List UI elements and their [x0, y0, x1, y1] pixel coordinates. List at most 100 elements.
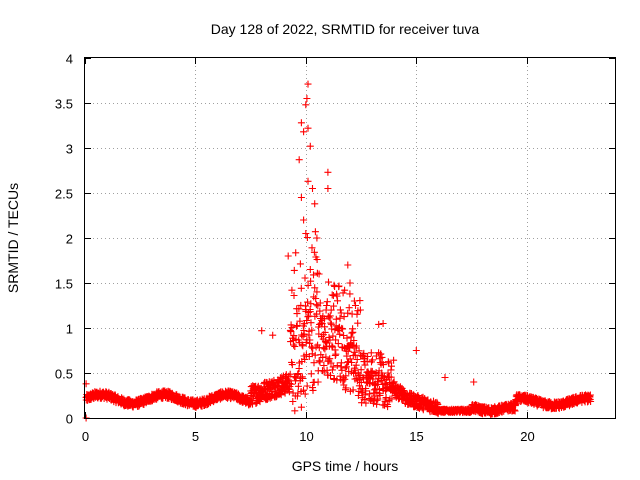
data-point	[288, 324, 296, 332]
data-point	[355, 371, 363, 379]
data-point	[312, 295, 320, 302]
data-point	[348, 341, 356, 349]
data-point	[289, 398, 297, 405]
data-point	[294, 389, 302, 397]
data-point	[362, 399, 370, 407]
x-tick-label: 5	[192, 429, 199, 444]
data-point	[307, 277, 315, 285]
data-point	[320, 368, 328, 376]
data-point	[353, 310, 361, 318]
data-point	[322, 353, 330, 361]
data-point	[371, 392, 379, 400]
data-point	[390, 378, 398, 386]
data-point	[325, 278, 332, 286]
data-point	[364, 353, 372, 360]
data-point	[306, 308, 314, 316]
data-point	[333, 362, 341, 370]
data-point	[322, 338, 330, 346]
data-point	[303, 317, 311, 324]
data-point	[306, 336, 314, 344]
data-point	[360, 349, 368, 357]
data-point	[304, 281, 312, 289]
y-tick-label: 1	[66, 322, 73, 337]
data-point	[293, 322, 300, 330]
data-point	[320, 315, 328, 323]
data-point	[300, 386, 307, 394]
data-point	[352, 361, 360, 369]
data-point	[303, 382, 311, 390]
data-point	[356, 306, 364, 314]
data-point	[331, 326, 339, 334]
data-point	[434, 400, 442, 408]
data-point	[385, 397, 393, 405]
data-point	[302, 230, 310, 237]
data-point	[353, 356, 361, 363]
y-tick-label: 3.5	[55, 97, 73, 112]
data-point	[311, 284, 319, 292]
data-point	[346, 355, 354, 363]
data-point	[349, 386, 357, 394]
data-point	[355, 347, 363, 355]
data-point	[309, 185, 316, 192]
data-point	[325, 314, 333, 322]
data-point	[412, 347, 420, 354]
data-point	[346, 290, 354, 298]
data-point	[309, 386, 317, 394]
y-tick-label: 0.5	[55, 367, 73, 382]
data-point	[297, 194, 305, 201]
data-point	[301, 390, 309, 398]
data-point	[290, 292, 298, 299]
data-point	[313, 269, 321, 277]
data-point	[294, 370, 302, 377]
data-point	[388, 395, 396, 403]
y-axis-label: SRMTID / TECUs	[5, 183, 21, 293]
data-point	[312, 343, 320, 351]
data-point	[305, 312, 313, 320]
data-point	[303, 234, 311, 241]
data-point	[336, 306, 344, 314]
data-point	[372, 385, 380, 393]
data-point	[313, 288, 321, 296]
data-point	[304, 80, 312, 88]
data-point	[288, 361, 296, 369]
data-point	[304, 298, 312, 306]
data-point	[374, 395, 382, 403]
data-point	[339, 325, 347, 333]
data-point	[343, 334, 351, 342]
data-point	[297, 403, 305, 411]
data-point	[310, 271, 317, 279]
data-point	[419, 393, 427, 401]
data-point	[390, 356, 398, 364]
data-point	[336, 314, 344, 322]
data-point	[387, 373, 395, 381]
data-point	[306, 266, 314, 273]
data-point	[376, 391, 384, 399]
data-point	[300, 330, 308, 338]
data-point	[312, 301, 320, 309]
data-point	[304, 177, 312, 185]
data-point	[301, 274, 309, 282]
data-point	[311, 228, 319, 236]
data-point	[327, 372, 334, 379]
data-point	[341, 364, 349, 372]
data-point	[315, 270, 323, 278]
data-point	[335, 282, 343, 290]
data-point	[327, 359, 335, 367]
data-point	[328, 342, 336, 350]
data-point	[341, 375, 349, 383]
data-point	[316, 358, 324, 366]
data-point	[316, 299, 324, 307]
axis-ticks	[85, 58, 615, 419]
data-point	[286, 370, 294, 378]
data-point	[290, 341, 298, 349]
x-tick-label: 0	[82, 429, 89, 444]
y-tick-label: 2	[66, 232, 73, 247]
data-point	[296, 260, 304, 268]
data-point	[340, 313, 348, 321]
data-point	[327, 306, 335, 314]
data-point	[313, 256, 321, 263]
data-point	[342, 384, 350, 392]
data-point	[326, 312, 334, 320]
data-point	[344, 261, 352, 269]
